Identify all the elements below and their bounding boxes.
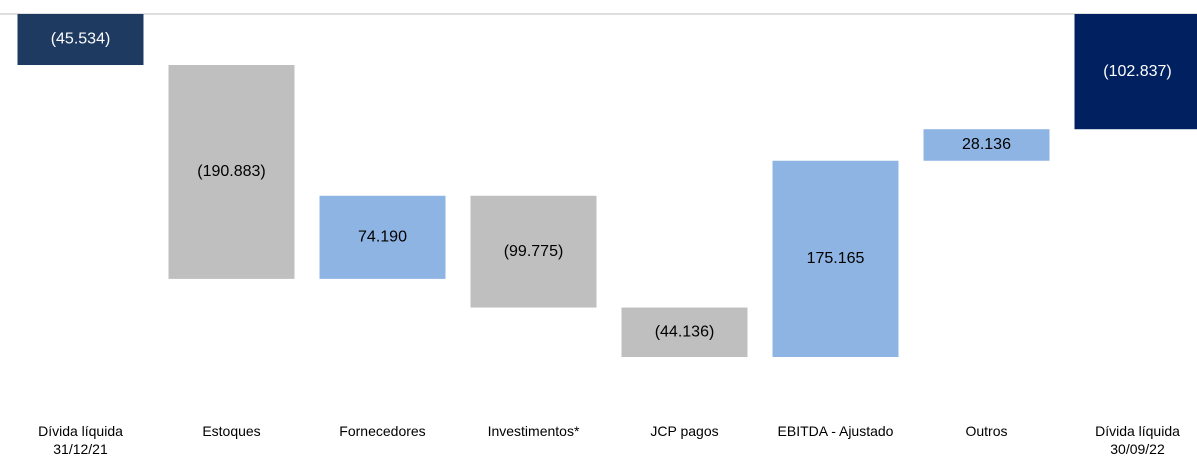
bar <box>17 14 144 66</box>
value-label: (45.534) <box>51 31 111 48</box>
bar <box>1074 14 1197 130</box>
bar <box>923 129 1050 161</box>
bar <box>319 195 446 279</box>
value-label: 175.165 <box>807 250 865 267</box>
value-label: (44.136) <box>655 323 715 340</box>
bar <box>772 160 899 357</box>
x-tick-label: JCP pagos <box>650 423 719 439</box>
x-tick-label: Dívida líquida 30/09/22 <box>1095 423 1180 457</box>
bar <box>470 195 597 308</box>
value-label: 74.190 <box>358 229 407 246</box>
value-label: (99.775) <box>504 243 564 260</box>
value-label: (190.883) <box>197 163 266 180</box>
x-tick-label: Outros <box>965 423 1008 439</box>
value-label: (102.837) <box>1103 63 1172 80</box>
value-label: 28.136 <box>962 136 1011 153</box>
x-tick-label: Investimentos* <box>487 423 580 439</box>
x-tick-label: Estoques <box>202 423 261 439</box>
bar <box>168 65 295 279</box>
x-tick-label: Fornecedores <box>339 423 426 439</box>
x-tick-label: Dívida líquida 31/12/21 <box>38 423 123 457</box>
bar <box>621 307 748 357</box>
x-tick-label: EBITDA - Ajustado <box>777 423 894 439</box>
